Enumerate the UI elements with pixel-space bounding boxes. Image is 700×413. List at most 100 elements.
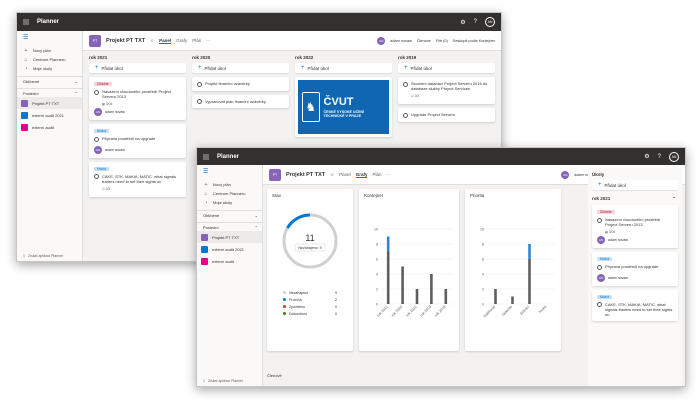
task-card[interactable]: Modrá Příprava prostředí na upgrade AN ad… [592,252,678,286]
sidebar-plan-audit[interactable]: externí audit [17,121,82,133]
get-app-link[interactable]: ▯ Získat aplikaci Planner [23,254,63,258]
sidebar-section-recent[interactable]: Poslední ⌃ [17,88,82,97]
tab-plan[interactable]: Plán [192,38,202,43]
star-icon[interactable]: ☆ [150,37,155,43]
chart-title: Kontejner [364,193,384,198]
app-launcher-icon[interactable] [203,153,209,160]
task-card[interactable]: Upgrade Project Serveru [398,108,495,122]
members-dropdown[interactable]: Členové [416,38,431,43]
sidebar-plan-audit[interactable]: externí audit [197,255,262,267]
avatar: AN [94,145,102,154]
sidebar-item-hub[interactable]: ⌂ Centrum Planneru [17,55,82,64]
gear-icon[interactable]: ⚙ [644,154,650,160]
plus-icon: + [198,65,202,71]
section-label: Poslední [23,90,39,96]
add-task-button[interactable]: + Přidat úkol [398,63,495,73]
group-by-dropdown[interactable]: Seskupit podle Kontejner [452,38,495,43]
add-task-button[interactable]: + Přidat úkol [192,63,289,73]
task-card[interactable]: Modrá Příprava prostředí na upgrade AN ad… [89,124,186,158]
complete-checkbox[interactable] [597,217,602,223]
complete-checkbox[interactable] [197,81,202,87]
complete-checkbox[interactable] [403,81,408,87]
add-task-button[interactable]: + Přidat úkol [592,180,678,190]
bucket-column: rok 2019 + Přidat úkol Sloučení databází … [398,55,495,201]
y-tick-label: 4 [482,272,484,276]
task-card[interactable]: Projekt finanční uzávěrky [192,77,289,91]
sidebar-item-label: Centrum Planneru [33,57,66,62]
avatar[interactable]: AN [561,170,570,179]
plus-icon: + [24,47,28,54]
charts-area: Stav 11 Nezahájeno: 9 Nezahájeno 9 Probíh… [263,185,685,355]
complete-checkbox[interactable] [197,99,202,104]
bucket-title[interactable]: rok 2021 [89,55,108,60]
legend-label: Dokončeno [289,311,308,316]
task-assignee: AN adam novaw [94,108,181,116]
y-tick-label: 6 [482,257,484,261]
complete-checkbox[interactable] [403,112,408,118]
plan-color-square [21,111,28,119]
avatar[interactable]: AN [377,36,386,45]
get-app-link[interactable]: ▯ Získat aplikaci Planner [203,379,243,383]
sidebar-section-favorites[interactable]: Oblíbené ⌄ [197,210,262,219]
tab-grafy[interactable]: Grafy [176,38,188,43]
hamburger-icon[interactable]: ☰ [23,35,29,41]
more-tabs-button[interactable]: ··· [386,172,391,177]
tab-panel[interactable]: Panel [339,172,351,177]
legend-item: Zpožděno 0 [283,303,337,310]
bar-segment [511,296,514,304]
sidebar-item-my-tasks[interactable]: ◔ Moje úkoly [17,64,82,73]
complete-checkbox[interactable] [597,264,602,270]
sidebar-item-new-plan[interactable]: + Nový plán [197,180,262,189]
bucket-bar-chart: 0 2 4 6 8 10 rok 2021 rok 2020 rok 2022 rok 2019 r… [374,227,453,318]
bucket-title[interactable]: rok 2022 [295,55,314,60]
sidebar-plan-projekt[interactable]: Projekt PT TXT [17,97,82,109]
bucket-title[interactable]: rok 2019 [398,55,417,60]
person-icon: ◔ [24,65,28,72]
task-card[interactable]: Modrá CAKE, STK, MAKIA, MATIC. what sign… [592,289,678,321]
x-tick-label: Střední [519,305,530,316]
star-icon[interactable]: ☆ [330,171,335,177]
question-icon[interactable]: ? [657,153,661,160]
question-icon[interactable]: ? [473,19,477,25]
gear-icon[interactable]: ⚙ [460,19,466,26]
task-card[interactable]: Důležité Nasazení cloudového prostředí P… [89,77,186,120]
task-card-image[interactable]: ♞ ČVUT ČESKÉ VYSOKÉ UČENÍ TECHNICKÉ V PR… [295,77,392,137]
task-group-header[interactable]: rok 2021 ⌃ [588,194,682,205]
sidebar-plan-projekt[interactable]: Projekt PT TXT [197,231,262,243]
sidebar-item-hub[interactable]: ⌂ Centrum Planneru [197,189,262,198]
complete-checkbox[interactable] [597,302,602,307]
avatar[interactable]: AN [485,17,495,27]
legend-dot [283,298,286,301]
avatar[interactable]: AN [669,151,679,162]
task-title: Upgrade Project Serveru [411,112,456,117]
tab-panel[interactable]: Panel [159,37,172,44]
task-card[interactable]: Modrá CAKE, STK, MAKIA, MATIC. what sign… [89,161,186,197]
bucket-title[interactable]: rok 2020 [192,55,211,60]
complete-checkbox[interactable] [94,174,99,179]
tab-plan[interactable]: Plán [372,172,382,177]
sidebar-plan-audit-2021[interactable]: externí audit 2021 [17,109,82,121]
more-tabs-button[interactable]: ··· [206,38,211,43]
task-card[interactable]: Sloučení databází Project Serveru 2016 d… [398,77,495,104]
sidebar-section-favorites[interactable]: Oblíbené ⌄ [17,76,82,85]
sidebar-section-recent[interactable]: Poslední ⌃ [197,222,262,231]
sidebar-item-my-tasks[interactable]: ◔ Moje úkoly [197,198,262,207]
task-meta-value: 3/04 [608,230,616,234]
add-task-label: Přidat úkol [204,65,226,71]
sidebar: ☰ + Nový plán ⌂ Centrum Planneru ◔ Moje úko… [17,31,83,261]
add-task-button[interactable]: + Přidat úkol [89,63,186,73]
filter-dropdown[interactable]: Filtr (0) [435,38,448,43]
hamburger-icon[interactable]: ☰ [203,169,209,175]
complete-checkbox[interactable] [94,136,99,142]
task-card[interactable]: Důležité Nasazení cloudového prostředí P… [592,205,678,248]
task-card[interactable]: Vypracovat plán finanční uzávěrky [192,94,289,108]
task-meta-value: 0/3 [105,186,111,191]
add-task-button[interactable]: + Přidat úkol [295,63,392,73]
sidebar-plan-audit-2021[interactable]: externí audit 2021 [197,243,262,255]
plan-label: Projekt PT TXT [212,234,240,240]
tab-grafy[interactable]: Grafy [355,171,368,178]
app-launcher-icon[interactable] [23,19,29,25]
sidebar-item-label: Nový plán [213,182,231,187]
sidebar-item-new-plan[interactable]: + Nový plán [17,46,82,55]
complete-checkbox[interactable] [94,89,99,95]
